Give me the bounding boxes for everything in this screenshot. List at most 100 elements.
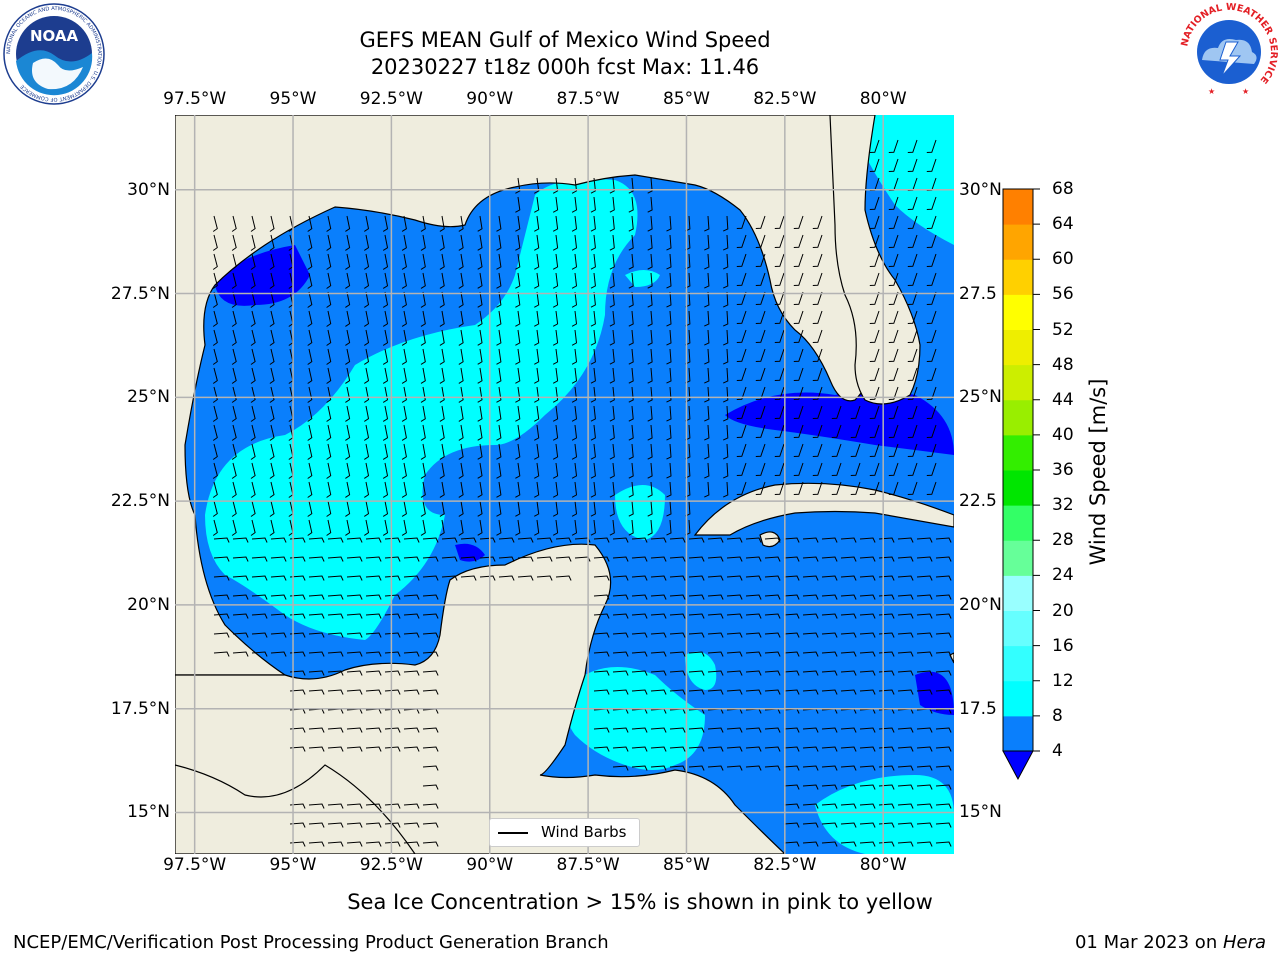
wind-barb: [422, 556, 439, 562]
wind-barb: [477, 481, 483, 498]
wind-barb: [812, 462, 823, 476]
wind-barb: [774, 253, 785, 267]
wind-barb: [793, 367, 804, 381]
wind-barb: [609, 234, 615, 251]
wind-barb: [345, 405, 351, 422]
wind-barb: [307, 500, 313, 517]
wind-barb: [609, 348, 615, 365]
wind-barb: [764, 594, 781, 600]
wind-barb: [631, 632, 648, 638]
wind-barb: [439, 443, 445, 460]
wind-barb: [346, 632, 363, 638]
wind-barb: [552, 443, 559, 460]
wind-barb: [764, 556, 781, 562]
wind-barb: [783, 651, 800, 657]
wind-barb: [821, 689, 838, 695]
wind-barb: [764, 746, 781, 752]
wind-barb: [722, 272, 729, 289]
wind-barb: [422, 689, 439, 695]
wind-barb: [307, 291, 313, 308]
wind-barb: [926, 386, 937, 400]
wind-barb: [364, 405, 370, 422]
wind-barb: [515, 177, 521, 194]
wind-barb: [403, 575, 420, 581]
wind-barb: [365, 575, 382, 581]
wind-barb: [308, 537, 325, 543]
wind-barb: [688, 670, 705, 676]
colorbar-extend-arrow: [1002, 750, 1034, 781]
wind-barb: [382, 462, 389, 479]
wind-barb: [439, 272, 445, 289]
wind-barb: [212, 367, 218, 384]
wind-barb: [704, 253, 710, 270]
wind-barb: [212, 253, 218, 270]
wind-barb: [704, 481, 710, 498]
wind-barb: [935, 822, 952, 828]
wind-barb: [704, 348, 710, 365]
wind-barb: [345, 481, 351, 498]
wind-barb: [364, 253, 370, 270]
wind-barb: [534, 386, 540, 403]
wind-region-atlantic: [865, 115, 954, 245]
wind-barb: [669, 632, 686, 638]
wind-barb: [250, 348, 256, 365]
wind-barb: [736, 272, 747, 286]
wind-barb: [631, 556, 648, 562]
wind-barb: [650, 727, 667, 733]
wind-barb: [590, 405, 596, 422]
wind-barb: [552, 177, 559, 194]
wind-barb: [821, 537, 838, 543]
wind-region-yucatan-channel: [566, 667, 705, 770]
wind-barb: [916, 632, 933, 638]
wind-barb: [534, 424, 540, 441]
colorbar-tick-label: 32: [1052, 495, 1074, 516]
wind-barb: [840, 632, 857, 638]
wind-barb: [289, 841, 306, 847]
wind-barb: [907, 348, 918, 362]
wind-barb: [289, 746, 306, 752]
wind-barb: [821, 632, 838, 638]
wind-barb: [926, 253, 937, 267]
wind-barb: [869, 291, 880, 305]
wind-barb: [326, 386, 332, 403]
wind-barb: [707, 613, 724, 619]
wind-barb: [231, 405, 237, 422]
latitude-tick-label: 22.5°N: [110, 491, 170, 512]
wind-barb: [346, 613, 363, 619]
wind-barb: [812, 329, 823, 343]
wind-barb: [496, 462, 502, 479]
wind-barb: [755, 386, 766, 400]
wind-barb: [774, 481, 785, 495]
wind-barb: [403, 594, 420, 600]
wind-barb: [364, 348, 370, 365]
wind-barb: [745, 727, 762, 733]
wind-barb: [365, 803, 382, 809]
wind-barb: [647, 348, 653, 365]
wind-barb: [534, 215, 540, 232]
wind-barb: [364, 519, 370, 536]
wind-barb: [326, 291, 332, 308]
wind-barb: [666, 253, 672, 270]
wind-barb: [590, 500, 596, 517]
wind-barb: [628, 196, 634, 213]
wind-barb: [704, 367, 710, 384]
wind-barb: [477, 329, 483, 346]
wind-barb: [477, 386, 483, 403]
wind-barb: [552, 234, 559, 251]
wind-barb: [666, 329, 672, 346]
wind-barb: [536, 537, 553, 543]
wind-barb: [802, 727, 819, 733]
wind-barb: [888, 139, 899, 153]
wind-barb: [346, 822, 363, 828]
wind-barb: [571, 177, 578, 194]
wind-barb: [736, 291, 747, 305]
wind-barb: [907, 253, 918, 267]
wind-barb: [764, 651, 781, 657]
wind-barb: [888, 158, 899, 172]
wind-barb: [231, 253, 237, 270]
wind-barb: [628, 462, 634, 479]
wind-barb: [401, 519, 407, 536]
wind-barb: [774, 215, 785, 229]
wind-barb: [916, 594, 933, 600]
wind-barb: [840, 651, 857, 657]
